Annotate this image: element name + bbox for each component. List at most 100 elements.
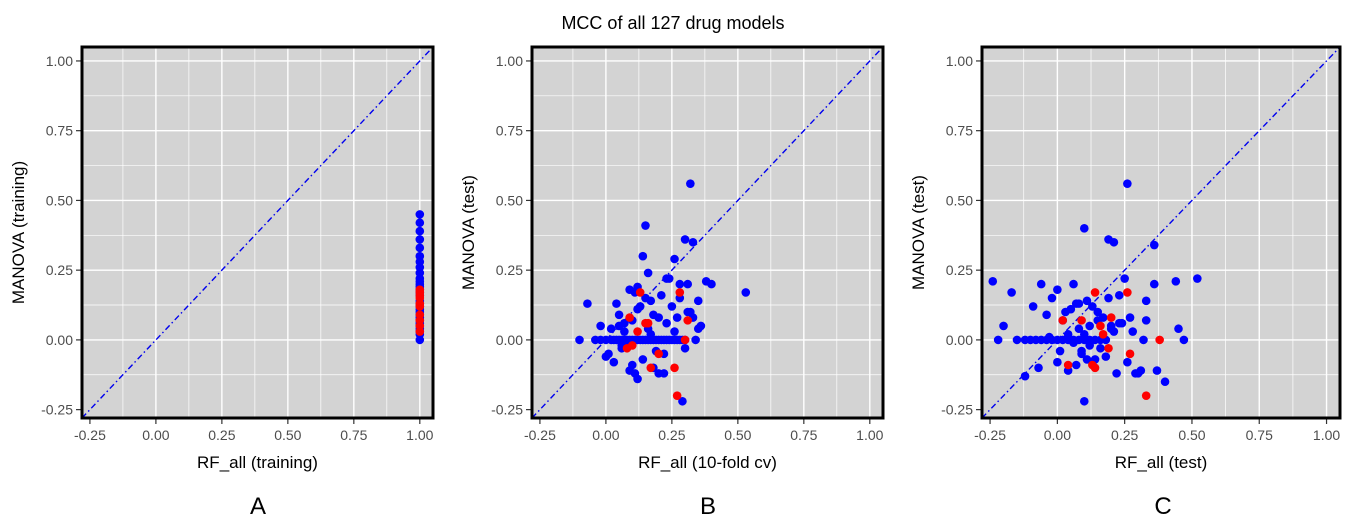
panel-b-point-blue xyxy=(664,274,674,283)
panel-c-point-blue xyxy=(1125,313,1135,322)
panel-c-point-blue xyxy=(1152,366,1162,375)
panel-c-point-blue xyxy=(1149,279,1159,289)
panel-c-point-red xyxy=(1090,363,1100,373)
panel-c-point-blue xyxy=(1082,355,1092,364)
panel-b-point-blue xyxy=(691,335,700,345)
panel-a-x-tick-label: 0.00 xyxy=(142,427,169,443)
panel-c-point-blue xyxy=(1055,346,1065,356)
panel-a-point-red xyxy=(415,302,425,311)
panel-c-point-red xyxy=(1125,349,1135,359)
panel-c-point-blue xyxy=(1109,327,1119,336)
panel-a-x-tick-label: 0.25 xyxy=(208,427,235,443)
panel-b-point-blue xyxy=(604,349,613,359)
panel-c-point-red xyxy=(1141,391,1151,400)
panel-b-point-blue xyxy=(641,293,650,303)
panel-b-y-tick-label: 0.50 xyxy=(496,192,523,208)
panel-a-point-red xyxy=(415,327,425,336)
panel-b-gridlines xyxy=(532,47,883,418)
panel-a-y-tick-label: 1.00 xyxy=(46,53,73,69)
panel-b-y-tick-label: -0.25 xyxy=(491,402,523,418)
panel-c-point-blue xyxy=(1053,357,1062,367)
panel-b-y-tick-label: 0.00 xyxy=(496,332,523,348)
panel-b-frame xyxy=(530,45,885,420)
panel-a-y-tick-label: 0.75 xyxy=(46,123,73,139)
panel-c-point-blue xyxy=(1044,332,1054,342)
panel-b-series-red xyxy=(622,288,693,400)
panel-c-point-blue xyxy=(1071,360,1081,370)
panel-b-point-red xyxy=(643,318,653,328)
panel-b-point-blue xyxy=(620,327,629,336)
panel-c-y-tick-label: 0.00 xyxy=(946,332,973,348)
panel-c-x-tick-label: 0.00 xyxy=(1044,427,1071,443)
panel-c-point-blue xyxy=(1074,324,1084,334)
panel-a-point-blue xyxy=(415,226,425,236)
panel-a-letter: A xyxy=(250,493,266,520)
panel-c-point-blue xyxy=(1133,369,1143,378)
panel-b-point-red xyxy=(622,343,632,353)
panel-c-point-blue xyxy=(1160,377,1170,387)
panel-c-point-blue xyxy=(1077,346,1086,356)
panel-b-point-blue xyxy=(609,357,619,367)
panel-b-point-blue xyxy=(606,324,616,334)
panel-c-point-blue xyxy=(1096,343,1105,353)
panel-b-point-blue xyxy=(686,179,695,188)
panel-b-y-tick-label: 0.75 xyxy=(496,123,523,139)
panel-c-frame xyxy=(980,45,1342,420)
panel-c-series-red xyxy=(1058,288,1164,400)
panel-b-point-red xyxy=(683,316,693,325)
panel-a-point-blue xyxy=(415,218,425,228)
panel-c-point-blue xyxy=(1069,279,1078,289)
panel-a-scatter: -0.25-0.25 0.00 0.00 0.25 0.25 0.50 0.50 0.75 0.… xyxy=(9,45,435,520)
panel-b-point-blue xyxy=(667,302,677,311)
panel-b-point-blue xyxy=(643,268,653,278)
panel-a-x-tick-label: 0.50 xyxy=(274,427,301,443)
panel-a-y-tick-label: -0.25 xyxy=(41,402,73,418)
panel-c-point-blue xyxy=(993,335,1003,345)
panel-c-point-blue xyxy=(1101,352,1111,361)
panel-a-x-tick-label: 0.75 xyxy=(340,427,367,443)
panel-c-point-blue xyxy=(1069,338,1078,347)
panel-b-point-blue xyxy=(641,221,650,230)
panel-b-x-tick-label: 1.00 xyxy=(856,427,883,443)
panel-b-point-red xyxy=(633,327,642,336)
panel-c-y-tick-label: -0.25 xyxy=(941,402,973,418)
panel-b-point-blue xyxy=(657,290,666,300)
panel-b-series-blue xyxy=(575,179,751,406)
panel-b-point-blue xyxy=(693,296,703,306)
panel-c-point-blue xyxy=(1109,237,1119,247)
panel-b-y-tick-label: 0.25 xyxy=(496,262,523,278)
panel-b-point-blue xyxy=(680,343,690,353)
panel-c-point-blue xyxy=(1088,302,1097,311)
panel-c-point-blue xyxy=(1123,357,1132,367)
panel-c-point-blue xyxy=(1141,316,1151,325)
panel-c-point-red xyxy=(1123,288,1132,297)
panel-c-x-tick-label: 0.25 xyxy=(1111,427,1138,443)
panel-b-point-red xyxy=(625,313,634,322)
panel-b-point-red xyxy=(675,288,685,297)
panel-b-identity-line xyxy=(531,46,884,419)
panel-c-point-blue xyxy=(1082,296,1092,306)
panel-c-y-tick-label: 0.50 xyxy=(946,192,973,208)
panel-a-gridlines xyxy=(82,47,433,418)
panel-b-point-blue xyxy=(662,318,671,328)
panel-b-point-blue xyxy=(741,288,751,297)
panel-b-point-red xyxy=(635,288,645,297)
panel-a-point-blue xyxy=(415,235,425,244)
panel-b-point-blue xyxy=(678,396,687,406)
panel-a-point-blue xyxy=(415,210,425,219)
panel-a-y-axis-label: MANOVA (training) xyxy=(9,161,28,304)
panel-c-point-blue xyxy=(988,277,998,286)
panel-b-point-blue xyxy=(638,251,648,261)
panel-b-x-tick-label: 0.75 xyxy=(790,427,817,443)
panel-b-point-blue xyxy=(680,235,690,244)
panel-b-point-blue xyxy=(638,355,648,364)
panel-c-point-blue xyxy=(1085,321,1094,331)
panel-c-point-blue xyxy=(1139,335,1148,345)
panel-a-y-tick-label: 0.00 xyxy=(46,332,73,348)
panel-b-x-axis-label: RF_all (10-fold cv) xyxy=(638,453,777,472)
panel-c-point-blue xyxy=(1079,224,1089,233)
panel-b-point-blue xyxy=(672,313,682,322)
panel-c-point-blue xyxy=(1179,335,1189,345)
panel-c-point-red xyxy=(1077,316,1086,325)
